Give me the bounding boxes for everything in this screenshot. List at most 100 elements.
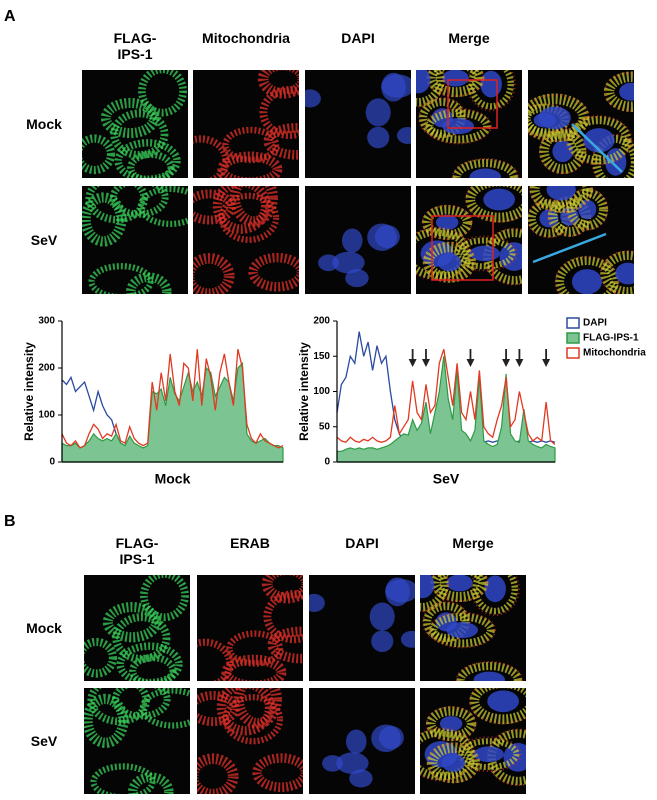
arrow-head — [421, 359, 430, 367]
cytoplasm — [233, 688, 282, 729]
cytoplasm — [137, 186, 188, 227]
cytoplasm — [217, 151, 283, 178]
cytoplasm-red — [418, 96, 467, 139]
cytoplasm — [261, 575, 303, 604]
cytoplasm — [458, 738, 520, 771]
cytoplasm — [138, 70, 187, 117]
cytoplasm-red — [421, 204, 473, 241]
row-label: SeV — [30, 733, 58, 749]
area — [336, 356, 556, 463]
cells — [309, 577, 415, 653]
legend-label: DAPI — [583, 318, 607, 329]
legend-swatch — [566, 317, 580, 329]
nucleus — [442, 118, 474, 135]
cytoplasm-red — [416, 70, 446, 108]
nucleus — [619, 82, 634, 101]
micrograph — [416, 70, 522, 178]
micrograph — [197, 575, 303, 681]
y-tick-label: 100 — [313, 386, 330, 397]
cytoplasm — [454, 237, 516, 270]
cytoplasm-red — [420, 575, 450, 613]
micrograph — [84, 575, 190, 681]
cells — [197, 575, 303, 681]
cells — [84, 688, 190, 794]
cytoplasm — [263, 123, 299, 160]
y-tick-label: 50 — [319, 421, 331, 432]
nucleus — [538, 106, 571, 130]
cytoplasm-red — [422, 601, 471, 643]
cytoplasm — [110, 109, 169, 159]
nucleus — [441, 753, 466, 772]
arrow-head — [466, 359, 475, 367]
cytoplasm — [248, 252, 299, 292]
column-header: Merge — [452, 535, 494, 551]
nucleus — [345, 729, 367, 754]
line — [336, 349, 556, 445]
nucleus — [442, 70, 469, 87]
cytoplasm — [82, 134, 116, 175]
nucleus — [365, 98, 391, 127]
micrograph — [305, 186, 411, 294]
cytoplasm — [429, 612, 495, 648]
column-header: Mitochondria — [202, 30, 290, 46]
cytoplasm — [140, 575, 189, 622]
cytoplasm — [193, 253, 235, 294]
arrow-head — [502, 359, 511, 367]
y-tick-label: 0 — [49, 457, 55, 468]
x-axis-label: Mock — [155, 471, 191, 487]
cells — [82, 70, 187, 178]
nucleus — [400, 630, 415, 648]
column-header: FLAG- IPS-1 — [115, 535, 159, 567]
cytoplasm — [468, 70, 514, 110]
cytoplasm-red — [455, 660, 523, 681]
cytoplasm — [566, 188, 609, 231]
cytoplasm-red — [423, 242, 476, 283]
nucleus — [484, 575, 506, 603]
cytoplasm — [555, 256, 619, 294]
micrograph — [82, 70, 188, 178]
column-header: DAPI — [345, 535, 379, 551]
y-tick-label: 0 — [324, 457, 330, 468]
nucleus — [473, 671, 505, 681]
cytoplasm — [259, 85, 299, 140]
micrograph — [420, 575, 526, 681]
cytoplasm — [257, 70, 299, 99]
cytoplasm — [425, 108, 491, 144]
row-label: Mock — [26, 116, 62, 132]
zoom-box — [447, 79, 498, 129]
cells — [420, 688, 526, 787]
cytoplasm — [469, 688, 526, 725]
cytoplasm — [416, 70, 445, 107]
cytoplasm — [600, 250, 634, 294]
nucleus — [437, 253, 462, 272]
cytoplasm — [422, 204, 473, 240]
row-label: SeV — [30, 232, 58, 248]
cytoplasm — [84, 637, 118, 678]
cytoplasm-red — [529, 186, 593, 213]
nucleus — [374, 224, 400, 249]
micrograph — [84, 688, 190, 794]
x-axis-label: SeV — [433, 471, 460, 487]
cytoplasm — [472, 575, 518, 615]
area — [61, 361, 284, 463]
cytoplasm — [100, 97, 160, 139]
nucleus — [385, 579, 415, 603]
cytoplasm — [116, 642, 183, 681]
nucleus — [416, 70, 431, 94]
cytoplasm — [197, 638, 234, 681]
micrograph — [193, 70, 299, 178]
cytoplasm — [139, 688, 190, 729]
y-tick-label: 200 — [38, 363, 55, 374]
cytoplasm — [193, 135, 230, 178]
y-tick-label: 100 — [38, 410, 55, 421]
cytoplasm — [603, 71, 634, 112]
legend-swatch — [566, 332, 580, 344]
cytoplasm — [128, 772, 174, 794]
cells — [318, 223, 400, 288]
nucleus — [473, 746, 504, 762]
arrow-head — [408, 359, 417, 367]
cells — [193, 186, 299, 294]
cytoplasm — [221, 654, 287, 681]
cytoplasm-red — [554, 255, 620, 294]
nucleus — [420, 575, 435, 599]
